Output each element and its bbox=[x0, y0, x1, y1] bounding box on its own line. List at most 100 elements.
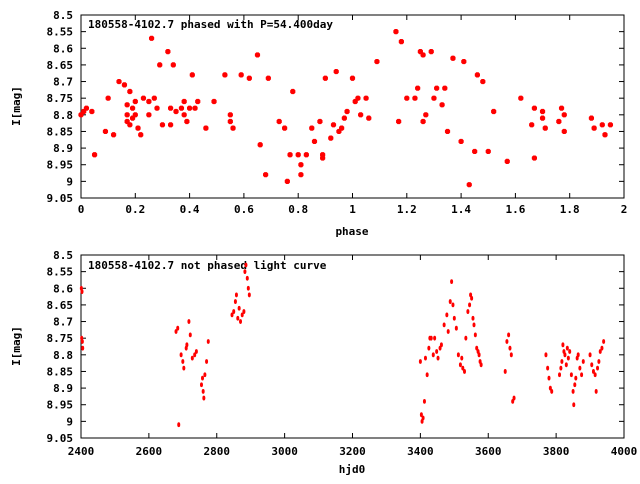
data-point bbox=[244, 262, 248, 268]
data-point bbox=[135, 125, 141, 131]
data-point bbox=[265, 75, 271, 81]
data-point bbox=[429, 335, 433, 341]
data-point bbox=[462, 369, 466, 374]
data-point bbox=[435, 349, 439, 354]
data-point bbox=[468, 302, 472, 308]
data-point bbox=[560, 359, 564, 364]
data-point bbox=[363, 95, 369, 101]
data-point bbox=[116, 78, 122, 85]
data-point bbox=[330, 122, 337, 128]
data-point bbox=[185, 342, 189, 348]
data-point bbox=[421, 415, 425, 421]
y-tick-label: 8.8 bbox=[53, 349, 73, 362]
data-point bbox=[154, 105, 160, 111]
data-point bbox=[127, 88, 133, 95]
data-point bbox=[177, 422, 181, 428]
x-tick-label: 0.2 bbox=[125, 203, 145, 216]
data-point bbox=[456, 352, 460, 358]
data-point bbox=[509, 352, 513, 358]
data-point bbox=[420, 52, 426, 58]
data-point bbox=[504, 158, 510, 164]
data-point bbox=[607, 122, 614, 128]
plot-frame bbox=[80, 254, 625, 439]
data-point bbox=[276, 118, 282, 125]
data-point bbox=[187, 105, 193, 111]
data-point bbox=[181, 98, 187, 105]
data-point bbox=[581, 359, 585, 364]
data-point bbox=[591, 125, 597, 131]
y-tick-label: 8.9 bbox=[53, 382, 73, 395]
data-point bbox=[80, 289, 84, 294]
data-point bbox=[173, 108, 179, 115]
data-point bbox=[339, 125, 345, 131]
data-point bbox=[355, 95, 361, 101]
data-point bbox=[129, 105, 136, 111]
data-point bbox=[148, 35, 155, 41]
data-point bbox=[157, 62, 163, 68]
data-point bbox=[290, 88, 296, 95]
data-point bbox=[518, 95, 524, 101]
data-point bbox=[344, 108, 350, 115]
data-point bbox=[91, 152, 98, 158]
data-point bbox=[170, 62, 176, 68]
data-point bbox=[366, 115, 372, 121]
x-tick-label: 0.4 bbox=[180, 203, 200, 216]
x-tick-label: 4000 bbox=[611, 445, 638, 458]
data-point bbox=[590, 362, 594, 368]
data-point bbox=[472, 322, 476, 328]
data-point bbox=[544, 352, 548, 358]
chart-title: 180558-4102.7 phased with P=54.400day bbox=[88, 18, 333, 31]
data-point bbox=[442, 322, 446, 328]
data-point bbox=[442, 85, 448, 91]
y-tick-label: 8.65 bbox=[47, 59, 74, 72]
x-tick-label: 2400 bbox=[68, 445, 95, 458]
data-point bbox=[477, 352, 481, 358]
data-point bbox=[124, 112, 130, 118]
data-point bbox=[569, 372, 573, 378]
data-point bbox=[203, 372, 207, 378]
data-point bbox=[121, 82, 128, 88]
y-tick-label: 8.8 bbox=[53, 109, 73, 122]
data-point bbox=[328, 135, 334, 141]
data-point bbox=[565, 345, 569, 351]
x-axis-label: phase bbox=[335, 225, 368, 238]
data-point bbox=[454, 325, 458, 331]
data-point bbox=[309, 125, 315, 131]
data-point bbox=[602, 132, 608, 138]
data-point bbox=[234, 292, 238, 298]
data-point bbox=[205, 359, 209, 364]
data-point bbox=[558, 372, 562, 378]
unphased-panel: 180558-4102.7 not phased light curve I[m… bbox=[10, 249, 637, 476]
data-point bbox=[436, 355, 440, 361]
data-point bbox=[550, 389, 554, 394]
x-tick-label: 2 bbox=[621, 203, 628, 216]
data-point bbox=[222, 72, 228, 78]
data-point bbox=[558, 105, 565, 111]
data-point bbox=[531, 105, 538, 111]
data-point bbox=[349, 75, 356, 81]
data-point bbox=[444, 128, 451, 135]
data-point bbox=[505, 339, 509, 344]
y-tick-label: 8.75 bbox=[47, 92, 74, 105]
data-point bbox=[167, 122, 174, 128]
data-point bbox=[466, 182, 472, 188]
data-point bbox=[418, 359, 422, 364]
data-point bbox=[320, 152, 326, 158]
data-point bbox=[588, 352, 592, 358]
data-point bbox=[597, 359, 601, 364]
data-point bbox=[165, 49, 171, 55]
data-point bbox=[593, 372, 597, 378]
data-point bbox=[425, 372, 429, 378]
x-tick-label: 3400 bbox=[407, 445, 434, 458]
phased-panel: 180558-4102.7 phased with P=54.400day I[… bbox=[10, 9, 627, 238]
data-point bbox=[227, 118, 233, 125]
data-point bbox=[564, 362, 568, 368]
y-axis-label: I[mag] bbox=[10, 326, 23, 366]
data-point bbox=[458, 138, 464, 145]
data-point bbox=[396, 118, 402, 125]
data-point bbox=[184, 118, 190, 125]
data-point bbox=[298, 172, 304, 178]
data-point bbox=[474, 72, 480, 78]
y-tick-label: 8.65 bbox=[47, 299, 74, 312]
